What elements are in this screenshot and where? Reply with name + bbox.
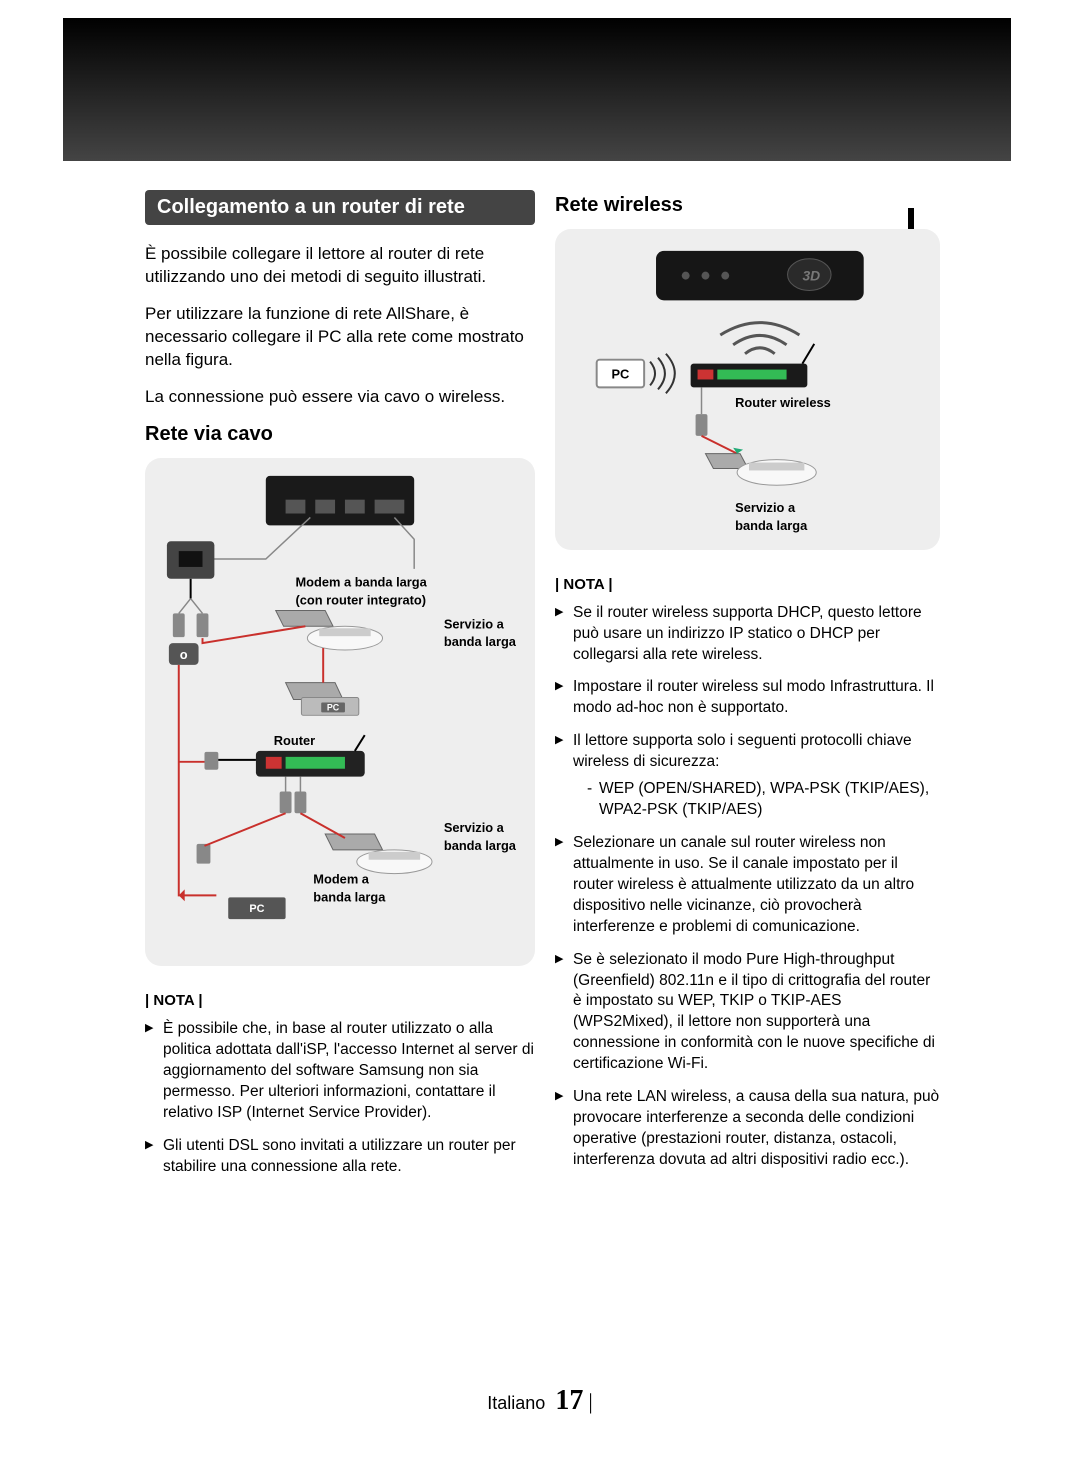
- sublist: WEP (OPEN/SHARED), WPA-PSK (TKIP/AES), W…: [573, 779, 940, 821]
- page-footer: Italiano 17 |: [0, 1385, 1080, 1417]
- wired-diagram: Modem a banda larga (con router integrat…: [145, 458, 535, 967]
- note-heading-left: | NOTA |: [145, 992, 535, 1009]
- label-pc-bottom: PC: [249, 903, 264, 915]
- header-banner: [63, 18, 1011, 161]
- note-item: Se è selezionato il modo Pure High-throu…: [555, 950, 940, 1076]
- intro-text-1: È possibile collegare il lettore al rout…: [145, 243, 535, 289]
- note-item: Impostare il router wireless sul modo In…: [555, 677, 940, 719]
- intro-text-3: La connessione può essere via cavo o wir…: [145, 386, 535, 409]
- label-pc-wireless: PC: [611, 366, 629, 381]
- svg-text:3D: 3D: [802, 268, 820, 284]
- section-header: Collegamento a un router di rete: [145, 190, 535, 225]
- sublist-item: WEP (OPEN/SHARED), WPA-PSK (TKIP/AES), W…: [587, 779, 940, 821]
- wireless-diagram: 3D PC Router wireless: [555, 229, 940, 550]
- label-modem-l1: Modem a: [313, 871, 370, 886]
- label-pc-mid: PC: [327, 702, 340, 712]
- label-router-wireless: Router wireless: [735, 395, 831, 410]
- label-servizio-2-l2: banda larga: [444, 837, 517, 852]
- label-servizio-1-l1: Servizio a: [444, 616, 505, 631]
- note-item: Gli utenti DSL sono invitati a utilizzar…: [145, 1136, 535, 1178]
- footer-lang: Italiano: [487, 1393, 545, 1413]
- label-servizio-2-l1: Servizio a: [444, 820, 505, 835]
- note-item-text: Il lettore supporta solo i seguenti prot…: [573, 732, 912, 770]
- label-servizio-w-l1: Servizio a: [735, 500, 796, 515]
- label-modem-integrated-l2: (con router integrato): [295, 592, 426, 607]
- label-router: Router: [274, 733, 315, 748]
- subhead-wired: Rete via cavo: [145, 423, 535, 446]
- footer-pipe: |: [588, 1389, 592, 1414]
- wireless-diagram-svg: 3D PC Router wireless: [567, 241, 928, 538]
- note-item: È possibile che, in base al router utili…: [145, 1019, 535, 1124]
- note-heading-right: | NOTA |: [555, 576, 940, 593]
- note-item: Una rete LAN wireless, a causa della sua…: [555, 1087, 940, 1171]
- label-servizio-1-l2: banda larga: [444, 634, 517, 649]
- label-modem-integrated-l1: Modem a banda larga: [295, 574, 427, 589]
- note-list-left: È possibile che, in base al router utili…: [145, 1019, 535, 1177]
- note-list-right: Se il router wireless supporta DHCP, que…: [555, 603, 940, 1171]
- label-modem-l2: banda larga: [313, 889, 386, 904]
- note-item: Il lettore supporta solo i seguenti prot…: [555, 731, 940, 821]
- note-item: Se il router wireless supporta DHCP, que…: [555, 603, 940, 666]
- subhead-wireless: Rete wireless: [555, 194, 940, 217]
- footer-page-number: 17: [555, 1385, 583, 1416]
- note-item: Selezionare un canale sul router wireles…: [555, 833, 940, 938]
- label-or: o: [180, 647, 188, 662]
- wired-diagram-svg: Modem a banda larga (con router integrat…: [157, 470, 523, 955]
- label-servizio-w-l2: banda larga: [735, 518, 808, 533]
- intro-text-2: Per utilizzare la funzione di rete AllSh…: [145, 303, 535, 372]
